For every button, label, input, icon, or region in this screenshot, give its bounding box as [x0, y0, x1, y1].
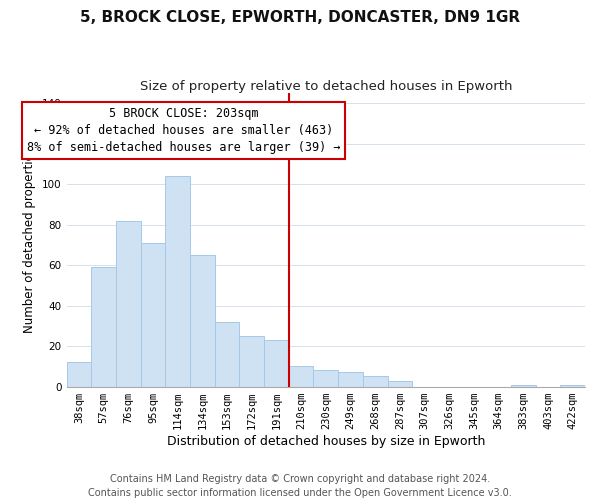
Y-axis label: Number of detached properties: Number of detached properties: [23, 147, 37, 333]
Text: Contains HM Land Registry data © Crown copyright and database right 2024.
Contai: Contains HM Land Registry data © Crown c…: [88, 474, 512, 498]
Bar: [363, 376, 388, 386]
Title: Size of property relative to detached houses in Epworth: Size of property relative to detached ho…: [140, 80, 512, 93]
Bar: [215, 322, 239, 386]
Bar: [166, 176, 190, 386]
Bar: [264, 340, 289, 386]
Bar: [67, 362, 91, 386]
Text: 5 BROCK CLOSE: 203sqm
← 92% of detached houses are smaller (463)
8% of semi-deta: 5 BROCK CLOSE: 203sqm ← 92% of detached …: [27, 107, 341, 154]
Text: 5, BROCK CLOSE, EPWORTH, DONCASTER, DN9 1GR: 5, BROCK CLOSE, EPWORTH, DONCASTER, DN9 …: [80, 10, 520, 25]
Bar: [116, 220, 140, 386]
Bar: [338, 372, 363, 386]
Bar: [511, 384, 536, 386]
Bar: [190, 255, 215, 386]
Bar: [313, 370, 338, 386]
Bar: [289, 366, 313, 386]
Bar: [388, 380, 412, 386]
Bar: [91, 267, 116, 386]
Bar: [140, 243, 166, 386]
X-axis label: Distribution of detached houses by size in Epworth: Distribution of detached houses by size …: [167, 434, 485, 448]
Bar: [239, 336, 264, 386]
Bar: [560, 384, 585, 386]
